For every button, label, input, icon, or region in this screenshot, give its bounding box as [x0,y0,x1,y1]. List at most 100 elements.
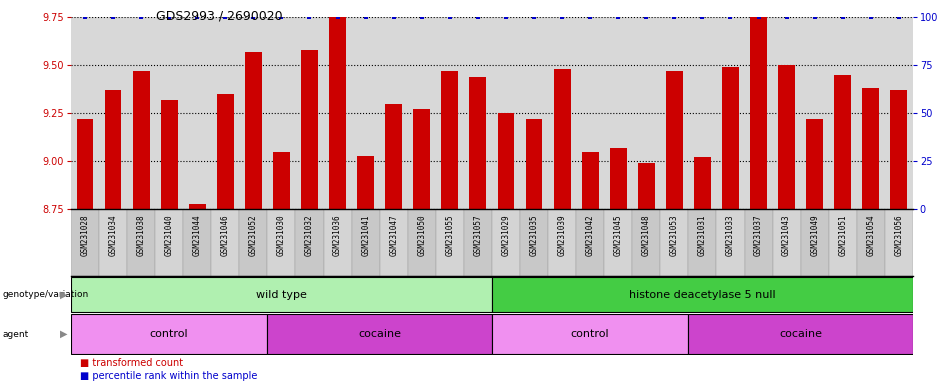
Bar [834,75,851,209]
Text: GSM231043: GSM231043 [782,215,791,256]
Text: GSM231047: GSM231047 [389,215,398,256]
Bar [161,100,178,209]
Text: GSM231032: GSM231032 [305,215,314,256]
Text: GSM231036: GSM231036 [333,215,342,256]
Bar [71,209,99,276]
Bar [379,209,408,276]
Bar [105,90,121,209]
Text: GSM231051: GSM231051 [838,215,848,256]
Text: GSM231046: GSM231046 [220,215,230,256]
Text: GSM231034: GSM231034 [109,215,117,256]
Bar [576,209,604,276]
Bar [689,314,913,354]
Text: GSM231053: GSM231053 [670,215,679,256]
Bar [526,119,542,209]
Bar [885,209,913,276]
Bar [413,109,430,209]
Bar [329,17,346,209]
Bar [492,314,689,354]
Bar [666,71,683,209]
Text: genotype/variation: genotype/variation [3,290,89,299]
Bar [632,209,660,276]
Bar [268,209,295,276]
Text: agent: agent [3,329,29,339]
Text: GSM231052: GSM231052 [249,215,258,256]
Text: GSM231033: GSM231033 [726,215,735,256]
Text: GSM231056: GSM231056 [894,215,903,256]
Bar [548,209,576,276]
Bar [689,209,716,276]
Bar [492,209,520,276]
Text: GSM231038: GSM231038 [136,215,146,256]
Text: ▶: ▶ [60,329,67,339]
Bar [245,52,262,209]
Text: GSM231054: GSM231054 [867,215,875,256]
Text: GSM231041: GSM231041 [361,215,370,256]
Text: GSM231037: GSM231037 [754,215,763,256]
Bar [779,65,795,209]
Text: ■ percentile rank within the sample: ■ percentile rank within the sample [80,371,257,381]
Bar [132,71,149,209]
Bar [806,119,823,209]
Bar [301,50,318,209]
Bar [71,314,268,354]
Bar [716,209,745,276]
Bar [638,163,655,209]
Text: wild type: wild type [256,290,307,300]
Bar [498,113,515,209]
Bar [324,209,352,276]
Text: ▶: ▶ [60,290,67,300]
Bar [464,209,492,276]
Bar [469,77,486,209]
Bar [273,152,289,209]
Bar [660,209,689,276]
Text: GSM231030: GSM231030 [277,215,286,256]
Bar [829,209,857,276]
Text: GSM231035: GSM231035 [530,215,538,256]
Text: GSM231045: GSM231045 [614,215,622,256]
Text: GSM231039: GSM231039 [557,215,567,256]
Text: GDS2993 / 2690020: GDS2993 / 2690020 [156,10,283,23]
Bar [773,209,800,276]
Text: histone deacetylase 5 null: histone deacetylase 5 null [629,290,776,300]
Text: GSM231029: GSM231029 [501,215,511,256]
Bar [71,277,492,312]
Bar [582,152,599,209]
Text: GSM231049: GSM231049 [810,215,819,256]
Bar [492,277,913,312]
Bar [358,156,374,209]
Bar [217,94,234,209]
Bar [436,209,464,276]
Text: GSM231044: GSM231044 [193,215,201,256]
Bar [553,69,570,209]
Bar [890,90,907,209]
Text: control: control [570,329,609,339]
Text: cocaine: cocaine [359,329,401,339]
Bar [610,148,626,209]
Text: GSM231057: GSM231057 [473,215,482,256]
Text: GSM231040: GSM231040 [165,215,174,256]
Text: GSM231042: GSM231042 [586,215,595,256]
Bar [99,209,127,276]
Bar [442,71,458,209]
Text: GSM231055: GSM231055 [446,215,454,256]
Bar [189,204,205,209]
Bar [127,209,155,276]
Bar [385,104,402,209]
Text: cocaine: cocaine [780,329,822,339]
Text: GSM231031: GSM231031 [698,215,707,256]
Bar [352,209,379,276]
Bar [77,119,94,209]
Text: control: control [149,329,188,339]
Bar [211,209,239,276]
Bar [750,0,767,209]
Bar [745,209,773,276]
Bar [239,209,268,276]
Bar [857,209,885,276]
Text: GSM231050: GSM231050 [417,215,427,256]
Bar [268,314,492,354]
Text: GSM231028: GSM231028 [80,215,90,256]
Bar [520,209,548,276]
Bar [863,88,879,209]
Bar [184,209,211,276]
